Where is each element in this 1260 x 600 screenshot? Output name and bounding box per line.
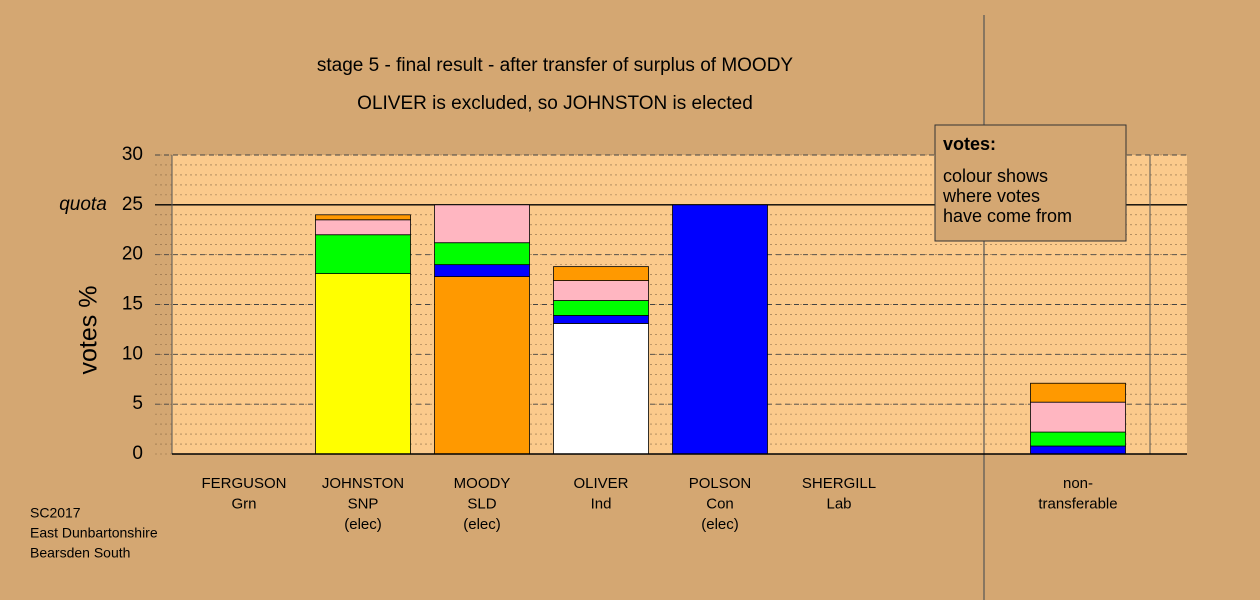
y-tick-label: 10 xyxy=(122,343,143,364)
bar-segment xyxy=(315,219,411,236)
y-axis-label: votes % xyxy=(75,286,103,375)
x-tick-label: (elec) xyxy=(463,516,501,533)
legend-title: votes: xyxy=(943,134,996,154)
x-tick-label: Ind xyxy=(591,495,612,512)
footer-text: Bearsden South xyxy=(30,545,130,561)
bar-segment xyxy=(434,242,530,266)
x-tick-label: Lab xyxy=(826,495,851,512)
bar-segment xyxy=(315,214,411,221)
x-tick-label: (elec) xyxy=(701,516,739,533)
x-tick-label: JOHNSTON xyxy=(322,475,404,492)
bar-segment xyxy=(672,204,768,455)
bar-segment xyxy=(315,234,411,275)
bar-segment xyxy=(434,264,530,277)
legend: votes: colour shows where votes have com… xyxy=(934,124,1127,242)
quota-label: quota xyxy=(59,194,107,215)
x-tick-label: SLD xyxy=(467,495,496,512)
bar-segment xyxy=(1030,401,1126,433)
bar-segment xyxy=(315,273,411,455)
bar-segment xyxy=(1030,445,1126,455)
x-tick-label: Con xyxy=(706,495,734,512)
bar-segment xyxy=(1030,382,1126,403)
legend-text: where votes xyxy=(942,186,1040,206)
x-tick-label: SHERGILL xyxy=(802,475,876,492)
bar-segment xyxy=(553,300,649,316)
x-tick-label: non- xyxy=(1063,475,1093,492)
y-tick-label: 25 xyxy=(122,194,143,215)
bar-segment xyxy=(434,276,530,455)
x-tick-label: POLSON xyxy=(689,475,752,492)
y-tick-label: 20 xyxy=(122,244,143,265)
bar-segment xyxy=(553,315,649,324)
bar-segment xyxy=(1030,431,1126,447)
legend-text: colour shows xyxy=(943,166,1048,186)
x-tick-label: (elec) xyxy=(344,516,382,533)
footer-text: SC2017 xyxy=(30,505,81,521)
x-tick-label: OLIVER xyxy=(573,475,628,492)
bar-segment xyxy=(434,204,530,244)
y-tick-label: 0 xyxy=(132,443,143,464)
x-tick-label: FERGUSON xyxy=(201,475,286,492)
x-tick-label: MOODY xyxy=(454,475,511,492)
bar-segment xyxy=(553,323,649,455)
legend-box xyxy=(934,124,1127,242)
bar-segment xyxy=(553,280,649,301)
legend-text: have come from xyxy=(943,206,1072,226)
footer-text: East Dunbartonshire xyxy=(30,525,158,541)
y-tick-label: 15 xyxy=(122,294,143,315)
x-tick-label: transferable xyxy=(1038,495,1117,512)
bar-segment xyxy=(553,266,649,281)
y-tick-label: 5 xyxy=(132,393,143,414)
chart-subtitle: OLIVER is excluded, so JOHNSTON is elect… xyxy=(357,93,753,114)
y-tick-label: 30 xyxy=(122,144,143,165)
x-tick-label: Grn xyxy=(231,495,256,512)
x-tick-label: SNP xyxy=(348,495,379,512)
chart-title: stage 5 - final result - after transfer … xyxy=(317,55,794,76)
